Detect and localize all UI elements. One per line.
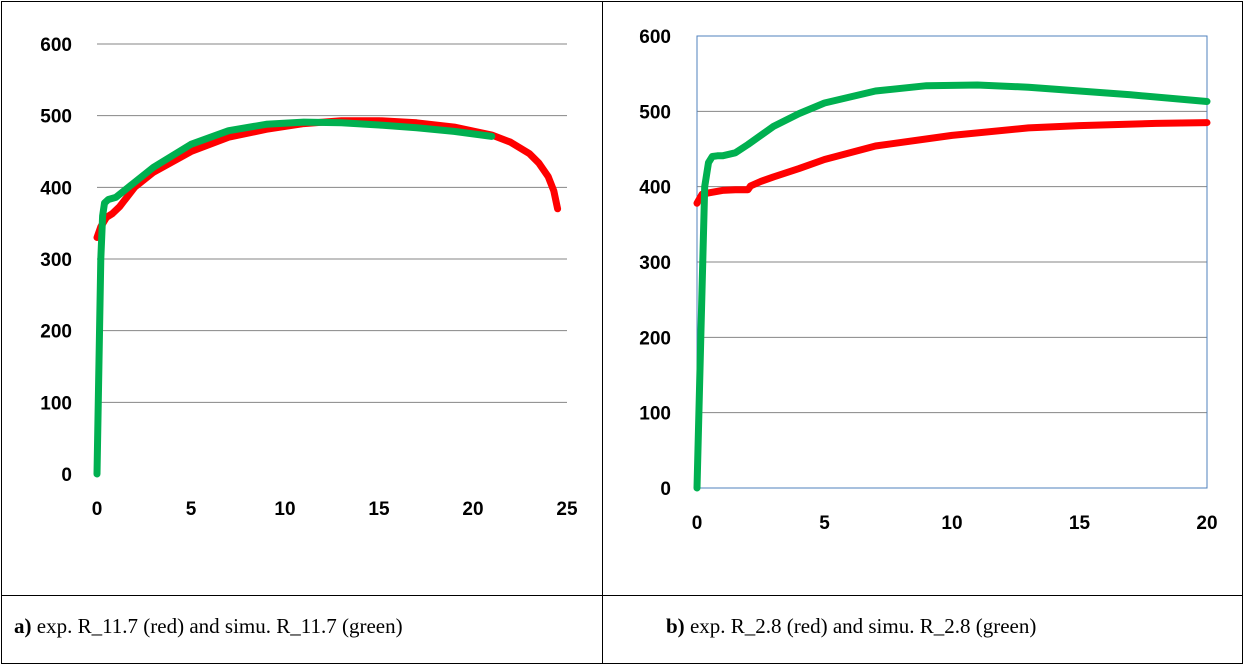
chart-b-series-green-line	[693, 81, 1211, 492]
caption-a: a) exp. R_11.7 (red) and simu. R_11.7 (g…	[14, 614, 403, 639]
chart-a-x-tick-label: 10	[274, 499, 295, 520]
chart-a-x-tick-label: 20	[462, 499, 483, 520]
chart-panel-a: 0 100 200 300 400 500 600 0 5 10 15 20 25	[1, 1, 603, 596]
chart-b-y-tick-label: 300	[639, 253, 671, 274]
chart-b-y-tick-label: 0	[660, 479, 671, 500]
chart-b-y-tick-label: 400	[639, 178, 671, 199]
chart-a-y-tick-label: 600	[40, 35, 72, 56]
chart-a-x-tick-label: 0	[92, 499, 103, 520]
chart-a-svg: 0 100 200 300 400 500 600 0 5 10 15 20 25	[40, 35, 578, 520]
chart-a-x-tick-label: 25	[556, 499, 578, 520]
chart-a-x-tick-label: 15	[368, 499, 390, 520]
chart-b-y-tick-label: 100	[639, 404, 671, 425]
caption-cell-a: a) exp. R_11.7 (red) and simu. R_11.7 (g…	[1, 595, 603, 664]
chart-b-series-red-line	[693, 119, 1211, 207]
chart-b-y-tick-label: 500	[639, 102, 671, 123]
caption-b: b) exp. R_2.8 (red) and simu. R_2.8 (gre…	[666, 614, 1036, 639]
chart-a-y-tick-label: 200	[40, 322, 72, 343]
caption-a-text: exp. R_11.7 (red) and simu. R_11.7 (gree…	[31, 614, 403, 638]
chart-a-y-tick-label: 400	[40, 178, 72, 199]
chart-b-plot-frame	[696, 35, 1208, 489]
chart-b-x-tick-label: 15	[1069, 513, 1091, 534]
chart-b-svg: 0 100 200 300 400 500 600 0 5 10 15 20	[639, 27, 1217, 534]
chart-b-x-tick-label: 20	[1196, 513, 1217, 534]
caption-a-label: a)	[14, 614, 32, 638]
chart-b-y-tick-label: 200	[639, 328, 671, 349]
chart-a-x-tick-label: 5	[186, 499, 197, 520]
chart-b-x-tick-label: 5	[819, 513, 830, 534]
chart-a-y-tick-label: 500	[40, 107, 72, 128]
chart-a-series-green-line	[93, 118, 496, 478]
chart-b-x-tick-label: 0	[692, 513, 703, 534]
chart-panel-b: 0 100 200 300 400 500 600 0 5 10 15 20	[602, 1, 1243, 596]
chart-a-y-tick-label: 300	[40, 250, 72, 271]
chart-a-y-tick-label: 100	[40, 393, 72, 414]
chart-b-y-tick-label: 600	[639, 27, 671, 48]
chart-a-y-tick-label: 0	[61, 465, 72, 486]
caption-cell-b: b) exp. R_2.8 (red) and simu. R_2.8 (gre…	[602, 595, 1243, 664]
chart-b-x-tick-label: 10	[941, 513, 962, 534]
caption-b-text: exp. R_2.8 (red) and simu. R_2.8 (green)	[684, 614, 1037, 638]
caption-b-label: b)	[666, 614, 685, 638]
